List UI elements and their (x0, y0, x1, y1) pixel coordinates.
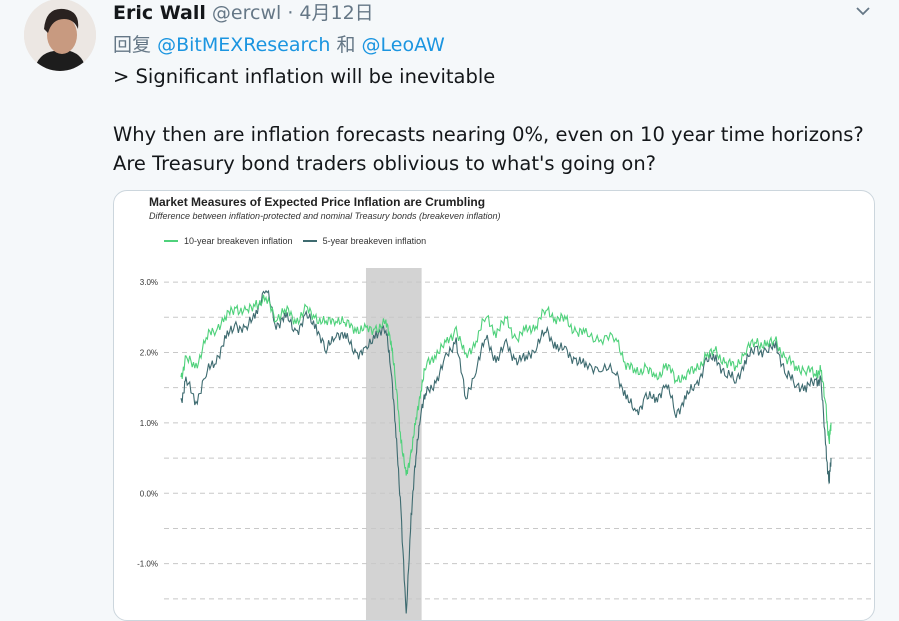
tweet-date[interactable]: 4月12日 (299, 2, 374, 24)
mention-link[interactable]: @BitMEXResearch (157, 34, 331, 56)
y-tick-label: 1.0% (140, 419, 158, 428)
tweet-menu-button[interactable] (852, 2, 874, 20)
recession-shading (365, 268, 422, 620)
legend-label-10yr: 10-year breakeven inflation (184, 236, 293, 246)
y-tick-label: -1.0% (137, 560, 158, 569)
y-tick-label: 3.0% (140, 278, 158, 287)
tweet-body-line: Why then are inflation forecasts nearing… (113, 123, 864, 175)
chart-title: Market Measures of Expected Price Inflat… (149, 195, 486, 209)
legend-swatch-5yr (302, 240, 317, 242)
tweet-header: Eric Wall @ercwl · 4月12日 (113, 0, 374, 25)
series-line-5yr (180, 289, 832, 614)
series-line-10yr (180, 294, 832, 476)
chart-legend: 10-year breakeven inflation 5-year break… (164, 236, 426, 246)
legend-label-5yr: 5-year breakeven inflation (322, 236, 427, 246)
reply-and: 和 (336, 34, 356, 56)
separator: · (287, 2, 294, 24)
chart-subtitle: Difference between inflation-protected a… (149, 211, 501, 221)
avatar[interactable] (24, 0, 96, 71)
reply-prefix: 回复 (113, 34, 152, 56)
avatar-image (24, 0, 96, 71)
tweet-text: > Significant inflation will be inevitab… (113, 62, 873, 178)
reply-context: 回复 @BitMEXResearch 和 @LeoAW (113, 30, 445, 57)
tweet-quote-line: > Significant inflation will be inevitab… (113, 65, 496, 88)
y-tick-label: 0.0% (140, 489, 158, 498)
author-name[interactable]: Eric Wall (113, 2, 206, 24)
y-tick-label: 2.0% (140, 348, 158, 357)
mention-link[interactable]: @LeoAW (361, 34, 445, 56)
chevron-down-icon (856, 7, 870, 16)
chart-image-card[interactable]: 3.0% 2.0% 1.0% 0.0% -1.0% Market Measures of… (113, 190, 875, 621)
author-handle[interactable]: @ercwl (211, 2, 282, 24)
chart-plot: 3.0% 2.0% 1.0% 0.0% -1.0% (137, 268, 874, 620)
legend-swatch-10yr (164, 240, 178, 242)
